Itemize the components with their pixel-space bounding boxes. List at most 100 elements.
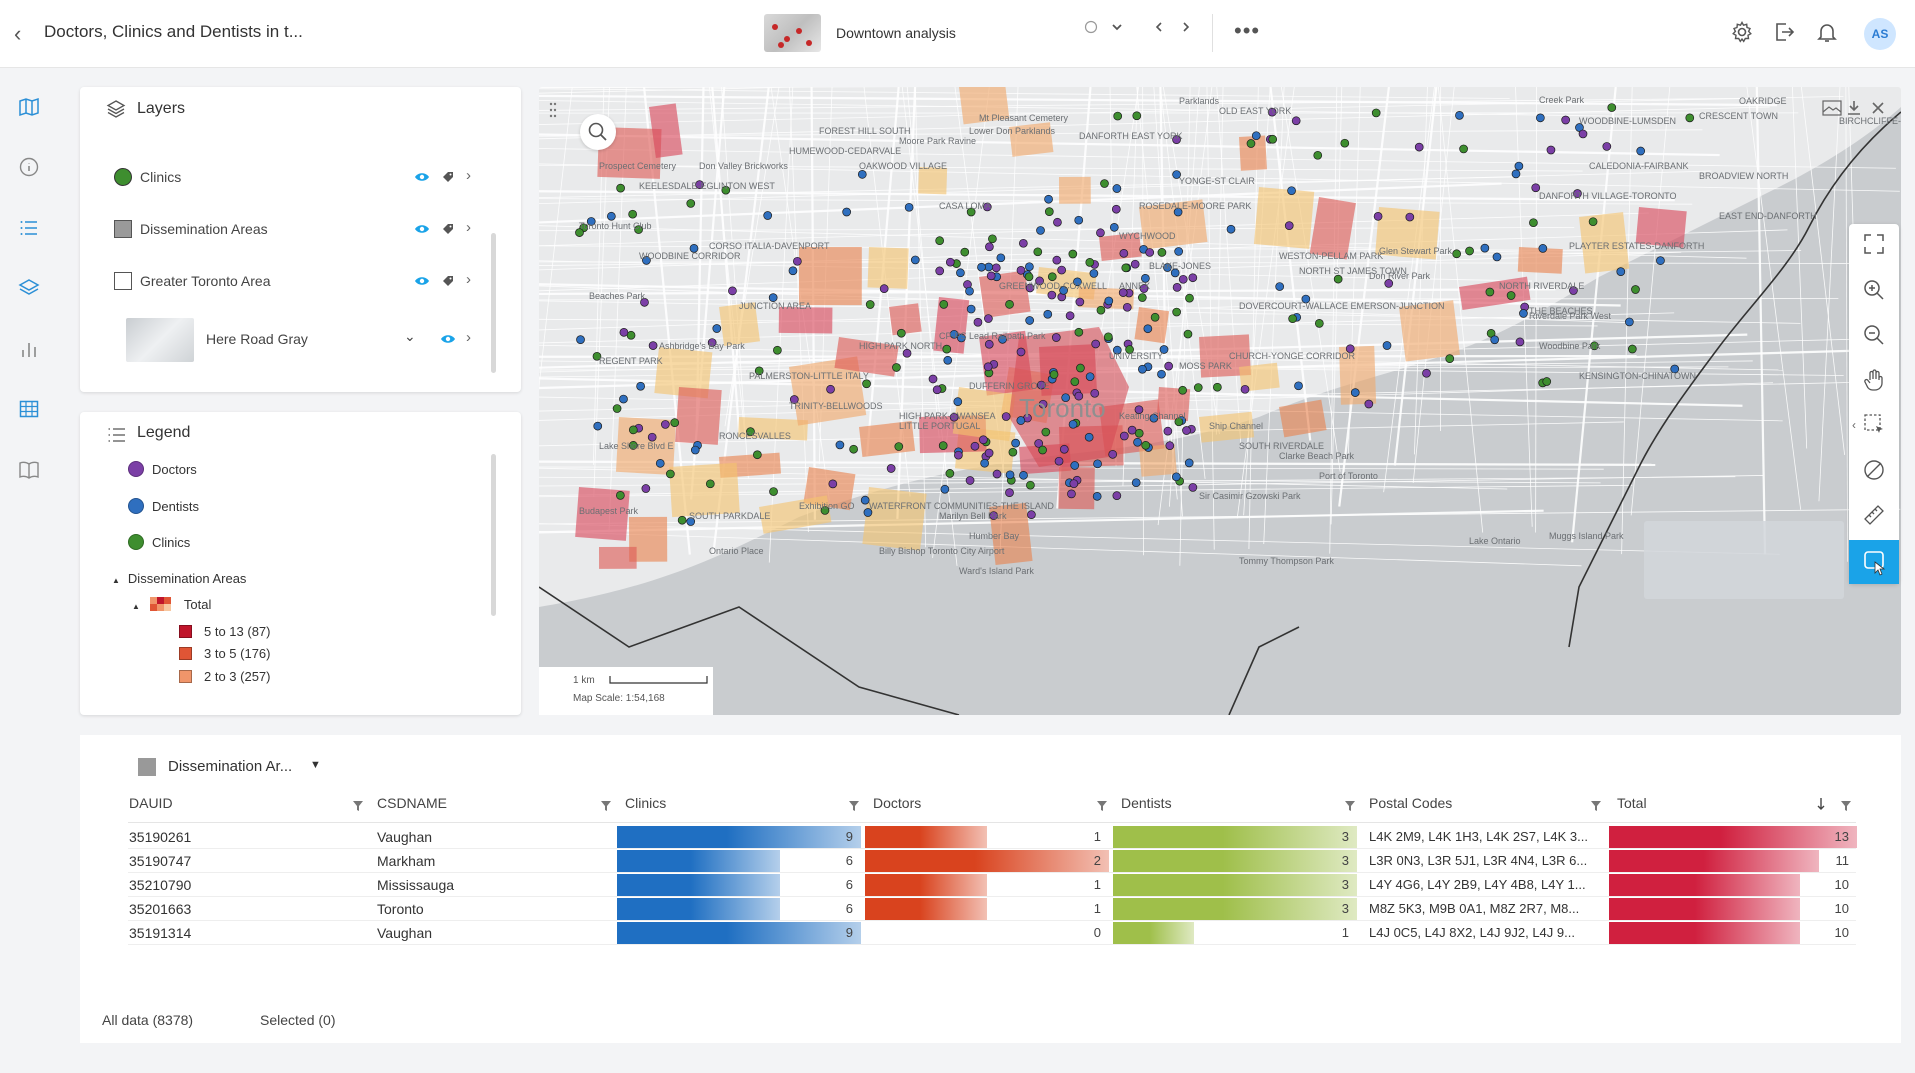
poi-point-marker [942,344,952,354]
lasso-select-icon[interactable] [1849,540,1899,584]
visibility-eye-icon[interactable] [440,332,456,344]
visibility-eye-icon[interactable] [414,222,430,234]
close-map-icon[interactable] [1870,100,1886,116]
poi-point-marker [1057,265,1066,275]
filter-funnel-icon[interactable] [1840,799,1852,811]
column-header[interactable]: Total [1617,795,1647,811]
compass-off-icon[interactable] [1862,458,1886,482]
column-header[interactable]: Doctors [873,795,922,811]
share-export-icon[interactable] [1772,20,1798,46]
dissemination-area-polygon [1399,300,1460,362]
table-row[interactable]: 35210790 Mississauga 6 1 3 10 L4Y 4G6, L4Y 2B9… [128,873,1856,897]
chart-icon[interactable] [18,338,42,362]
analysis-name[interactable]: Downtown analysis [836,25,956,41]
poi-point-marker [1109,223,1119,232]
layers-scrollbar[interactable] [491,233,496,373]
table-row[interactable]: 35201663 Toronto 6 1 3 10 M8Z 5K3, M9B 0A1, M8… [128,897,1856,921]
layer-details-chevron-icon[interactable]: › [466,329,471,346]
layer-swatch-icon [114,272,132,290]
column-header[interactable]: Postal Codes [1369,795,1453,811]
download-icon[interactable] [1846,99,1862,117]
label-tag-icon[interactable] [442,222,454,234]
box-select-icon[interactable] [1862,412,1886,436]
layers-icon[interactable] [18,277,42,301]
layers-panel-title: Layers [137,100,186,117]
map-image-icon[interactable] [1822,100,1842,116]
filter-funnel-icon[interactable] [1344,799,1356,811]
layer-row[interactable]: Clinics › [112,158,512,198]
next-arrow-icon[interactable] [1179,20,1193,37]
map-place-label: KENSINGTON-CHINATOWN [1579,371,1696,381]
street-line [539,261,1865,264]
map-drag-handle-icon[interactable] [548,100,558,120]
poi-point-marker [945,469,955,478]
analysis-thumbnail[interactable] [764,14,821,52]
poi-point-marker [712,324,722,333]
layer-details-chevron-icon[interactable]: › [466,219,471,236]
filter-funnel-icon[interactable] [1590,799,1602,811]
dataset-select[interactable]: Dissemination Ar... ▼ [124,753,334,781]
top-bar: ‹ Doctors, Clinics and Dentists in t... … [0,0,1915,68]
ruler-measure-icon[interactable] [1862,503,1886,527]
legend-group-label: Dissemination Areas [127,571,247,586]
book-icon[interactable] [18,459,42,483]
layer-details-chevron-icon[interactable]: › [466,167,471,184]
settings-gear-icon[interactable] [1730,20,1756,46]
filter-funnel-icon[interactable] [600,799,612,811]
prev-arrow-icon[interactable] [1152,20,1166,37]
more-options-icon[interactable]: ••• [1234,18,1261,43]
legend-group[interactable]: ▲ Dissemination Areas [112,571,246,586]
table-icon[interactable] [18,398,42,422]
column-header[interactable]: Dentists [1121,795,1172,811]
info-icon[interactable] [18,156,42,180]
selected-tab[interactable]: Selected (0) [260,1012,336,1028]
all-data-tab[interactable]: All data (8378) [102,1012,194,1028]
poi-point-marker [1506,291,1516,300]
column-header[interactable]: CSDNAME [377,795,448,811]
pan-hand-icon[interactable] [1862,368,1886,392]
user-avatar[interactable]: AS [1864,18,1896,50]
filter-funnel-icon[interactable] [352,799,364,811]
column-header[interactable]: Clinics [625,795,667,811]
label-tag-icon[interactable] [442,274,454,286]
sort-descending-icon[interactable] [1816,797,1826,811]
layer-row[interactable]: Dissemination Areas › [112,210,512,250]
expand-chevron-down-icon[interactable]: ⌄ [404,328,416,344]
back-arrow-icon[interactable]: ‹ [14,21,22,46]
map-canvas[interactable]: Parklands OLD EAST YORK Creek Park OAKRIDGE… [539,87,1901,715]
zoom-out-icon[interactable] [1862,323,1886,347]
table-row[interactable]: 35190261 Vaughan 9 1 3 13 L4K 2M9, L4K 1H3, L4… [128,825,1857,849]
label-tag-icon[interactable] [442,170,454,182]
poi-point-marker [677,515,687,525]
fullscreen-icon[interactable] [1862,232,1886,256]
visibility-eye-icon[interactable] [414,274,430,286]
visibility-eye-icon[interactable] [414,170,430,182]
map-place-label: SOUTH PARKDALE [689,511,770,521]
map-place-label: DOVERCOURT-WALLACE EMERSON-JUNCTION [1239,301,1445,311]
legend-subgroup[interactable]: ▲ Total [132,597,211,612]
poi-point-marker [935,266,945,276]
collapse-tools-chevron-icon[interactable]: ‹ [1852,418,1856,432]
legend-scrollbar[interactable] [491,454,496,616]
column-header[interactable]: DAUID [129,795,173,811]
poi-point-marker [1016,265,1026,275]
poi-point-marker [1165,441,1175,450]
map-icon[interactable] [18,96,42,120]
table-row[interactable]: 35190747 Markham 6 2 3 11 L3R 0N3, L3R 5J1, L3… [128,849,1856,873]
notifications-bell-icon[interactable] [1815,20,1841,46]
poi-point-marker [998,334,1007,344]
table-row[interactable]: 35191314 Vaughan 9 0 1 10 L4J 0C5, L4J 8X2, L4… [128,921,1856,945]
filter-funnel-icon[interactable] [848,799,860,811]
legend-point-item: Doctors [128,461,197,477]
poi-point-marker [1542,377,1552,386]
layer-row[interactable]: Here Road Gray ⌄ › [112,318,512,362]
list-icon[interactable] [18,217,42,241]
filter-funnel-icon[interactable] [1096,799,1108,811]
layer-row[interactable]: Greater Toronto Area › [112,262,512,302]
poi-point-marker [991,263,1001,273]
zoom-in-icon[interactable] [1862,278,1886,302]
chevron-down-icon[interactable] [1110,20,1124,37]
map-search-button[interactable] [580,114,616,150]
layer-details-chevron-icon[interactable]: › [466,271,471,288]
legend-point-label: Dentists [152,499,199,514]
